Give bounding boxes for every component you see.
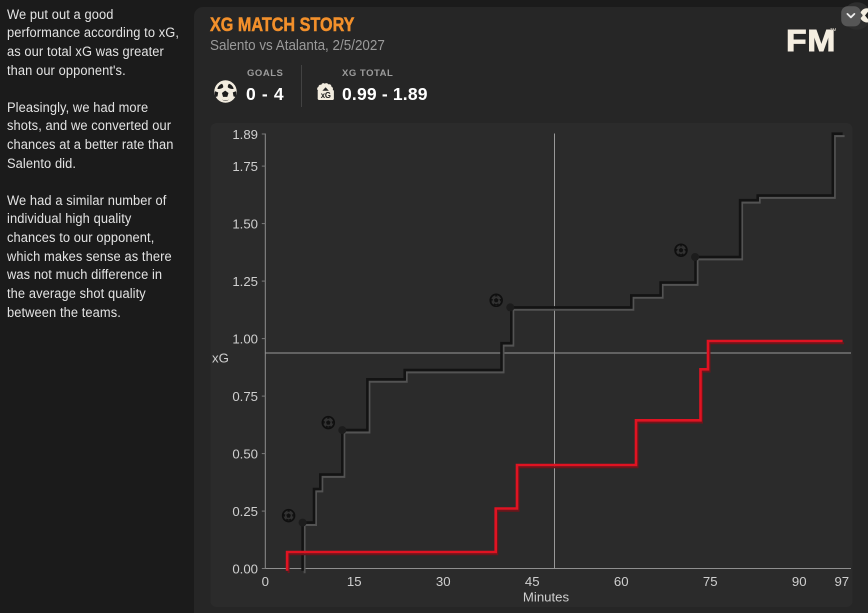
svg-text:60: 60: [614, 574, 629, 589]
svg-text:0.00: 0.00: [232, 561, 258, 576]
svg-text:75: 75: [703, 574, 718, 589]
svg-text:1.75: 1.75: [232, 159, 258, 174]
svg-text:30: 30: [436, 574, 451, 589]
svg-text:1.25: 1.25: [232, 274, 258, 289]
svg-text:1.50: 1.50: [232, 216, 258, 231]
svg-text:45: 45: [525, 574, 540, 589]
svg-text:0.75: 0.75: [232, 389, 258, 404]
svg-text:xG: xG: [321, 90, 331, 99]
svg-text:97: 97: [834, 574, 849, 589]
svg-text:1.89: 1.89: [232, 127, 258, 142]
svg-text:15: 15: [347, 574, 362, 589]
svg-text:Minutes: Minutes: [523, 590, 570, 605]
svg-text:xG: xG: [212, 351, 229, 366]
svg-text:0.25: 0.25: [232, 504, 258, 519]
svg-text:1.00: 1.00: [232, 331, 258, 346]
svg-text:0.50: 0.50: [232, 446, 258, 461]
svg-text:0: 0: [262, 574, 269, 589]
svg-text:90: 90: [792, 574, 807, 589]
